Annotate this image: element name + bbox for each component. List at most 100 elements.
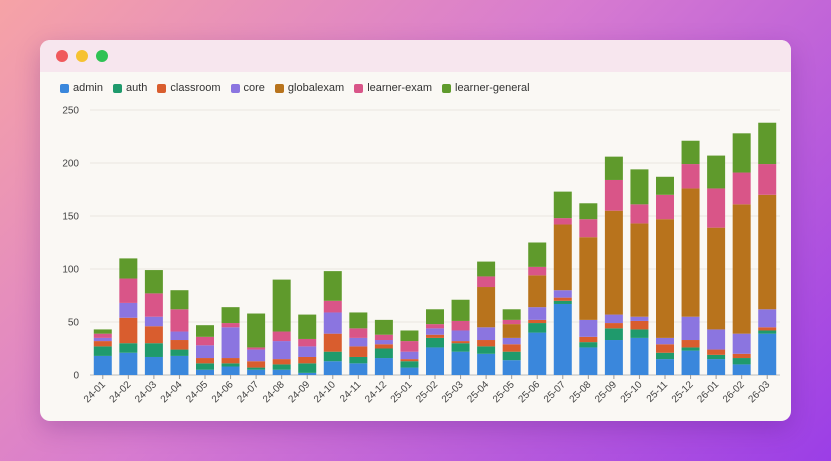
bar-segment-learner-exam: [400, 341, 419, 352]
bar-segment-classroom: [170, 340, 189, 350]
bar-segment-learner-exam: [579, 219, 598, 238]
legend-item-learner-general[interactable]: learner-general: [442, 82, 530, 94]
bar-segment-auth: [221, 363, 240, 367]
bar-segment-learner-exam: [349, 328, 368, 338]
x-tick-label: 25-05: [491, 379, 517, 405]
bar-segment-globalexam: [502, 324, 521, 338]
legend-item-globalexam[interactable]: globalexam: [274, 82, 345, 94]
bar-segment-learner-exam: [630, 204, 649, 224]
bar-segment-auth: [604, 328, 623, 341]
bar-segment-learner-exam: [272, 331, 291, 342]
bar-segment-core: [400, 351, 419, 360]
bar-segment-core: [732, 333, 751, 354]
bar-segment-auth: [400, 361, 419, 368]
x-tick-label: 24-11: [338, 379, 364, 405]
bar-segment-admin: [528, 332, 547, 375]
legend-swatch: [60, 83, 69, 93]
legend-item-core[interactable]: core: [230, 82, 265, 94]
legend-swatch: [442, 83, 451, 93]
bar-segment-core: [196, 345, 214, 359]
bar-segment-admin: [221, 366, 240, 375]
y-tick-label: 250: [62, 106, 79, 117]
bar-segment-globalexam: [630, 223, 649, 317]
bar-segment-auth: [144, 343, 163, 357]
x-tick-label: 25-09: [593, 379, 619, 405]
bar-segment-core: [758, 309, 777, 328]
bar-segment-globalexam: [707, 227, 726, 330]
bar-segment-auth: [323, 351, 342, 362]
stacked-bar-chart: 0 50 100 150 200 250 24-01 24-02 24-03 24-04 24-05…: [62, 106, 780, 405]
bar-segment-learner-general: [170, 290, 189, 310]
bar-segment-globalexam: [579, 237, 598, 320]
legend-item-classroom[interactable]: classroom: [157, 82, 221, 94]
x-tick-label: 24-06: [210, 379, 236, 405]
x-tick-label: 25-07: [542, 379, 568, 405]
bar-segment-core: [502, 337, 521, 345]
bar-segment-learner-general: [374, 319, 393, 335]
bar-segment-core: [426, 328, 444, 335]
bar-segment-core: [298, 346, 317, 357]
bar-segment-learner-exam: [119, 278, 138, 303]
bar-segment-learner-general: [553, 191, 572, 219]
bar-segment-core: [221, 327, 240, 359]
maximize-button[interactable]: [96, 50, 108, 62]
bar-segment-admin: [426, 347, 444, 375]
y-tick-label: 200: [62, 159, 79, 170]
bar-segment-learner-exam: [758, 164, 777, 195]
bar-segment-learner-general: [196, 325, 214, 337]
bar-segment-learner-general: [272, 279, 291, 332]
bar-segment-auth: [502, 351, 521, 361]
bar-segment-learner-exam: [553, 218, 572, 225]
bar-segment-admin: [374, 358, 393, 375]
legend-label: globalexam: [287, 82, 345, 94]
bar-segment-admin: [758, 333, 777, 375]
legend-item-learner-exam[interactable]: learner-exam: [354, 82, 432, 94]
bar-segment-core: [579, 319, 598, 337]
bar-segment-auth: [681, 347, 700, 351]
bar-segment-auth: [579, 342, 598, 348]
legend-swatch: [274, 83, 284, 93]
bar-segment-learner-general: [349, 312, 368, 329]
bar-segment-globalexam: [681, 188, 700, 317]
y-tick-label: 100: [62, 265, 79, 276]
bar-segment-learner-general: [247, 313, 266, 348]
bar-segment-admin: [247, 369, 266, 375]
bar-segment-auth: [196, 363, 214, 370]
x-tick-label: 24-01: [82, 379, 108, 405]
bar-segment-admin: [349, 363, 368, 375]
bar-segment-learner-exam: [732, 172, 751, 205]
bar-segment-admin: [400, 367, 419, 375]
x-tick-label: 25-02: [414, 379, 440, 405]
bar-segment-globalexam: [604, 210, 623, 315]
minimize-button[interactable]: [76, 50, 88, 62]
bar-segment-learner-general: [528, 242, 547, 267]
legend-item-auth[interactable]: auth: [112, 82, 147, 94]
chart-legend: admin auth classroom core globalexam learner-…: [60, 78, 530, 98]
bar-segment-learner-general: [400, 330, 419, 342]
bar-segment-admin: [477, 353, 496, 375]
bar-segment-core: [93, 337, 112, 342]
bar-segment-core: [604, 314, 623, 324]
x-tick-label: 25-12: [670, 379, 696, 405]
bar-segment-learner-general: [221, 307, 240, 324]
bar-segment-core: [144, 316, 163, 327]
bar-segment-learner-general: [630, 169, 649, 205]
bar-segment-admin: [272, 369, 291, 375]
bar-segment-learner-exam: [196, 336, 214, 346]
bar-segment-learner-exam: [477, 276, 496, 288]
x-tick-label: 25-03: [440, 379, 466, 405]
bar-segment-core: [323, 312, 342, 334]
bar-segment-classroom: [502, 344, 521, 352]
bar-segment-learner-exam: [144, 293, 163, 317]
bar-segment-learner-exam: [374, 334, 393, 341]
bar-segment-core: [528, 307, 547, 320]
legend-item-admin[interactable]: admin: [60, 82, 103, 94]
legend-swatch: [354, 83, 364, 93]
bar-segment-admin: [707, 359, 726, 375]
bar-segment-admin: [119, 352, 138, 375]
bar-segment-core: [170, 331, 189, 341]
bar-segment-admin: [656, 359, 674, 375]
close-button[interactable]: [56, 50, 68, 62]
bar-segment-admin: [451, 351, 470, 375]
bar-segment-learner-general: [323, 271, 342, 301]
